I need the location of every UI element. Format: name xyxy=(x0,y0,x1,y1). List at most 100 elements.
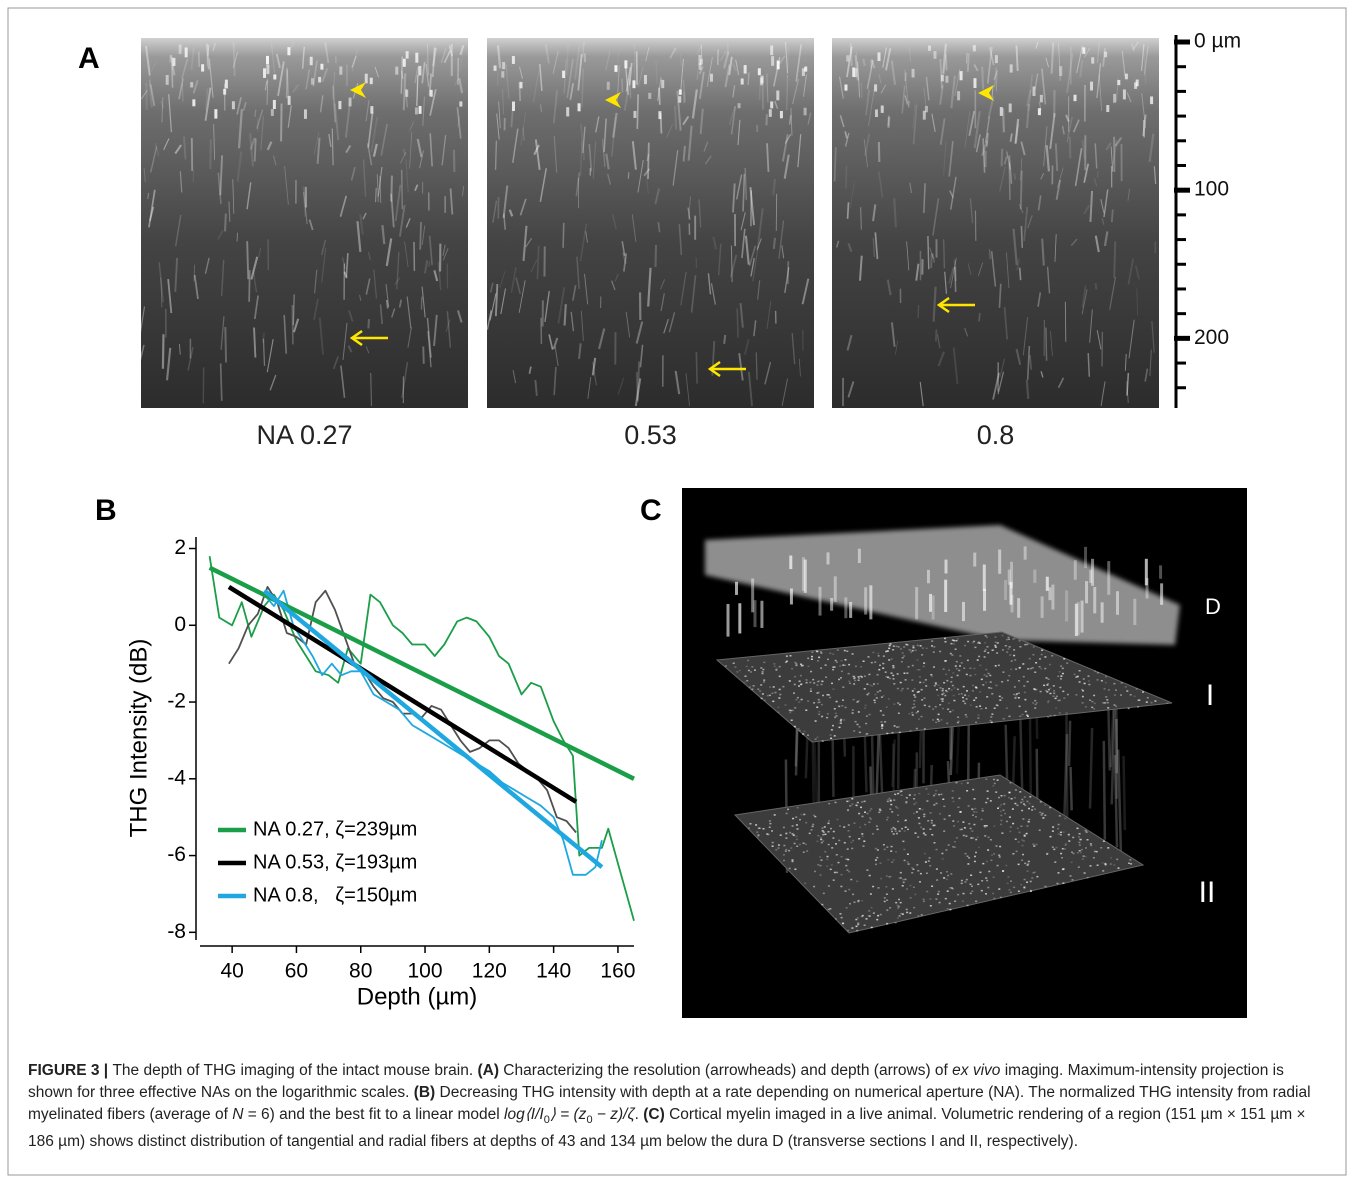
section-speck xyxy=(821,715,824,718)
section-speck xyxy=(1077,866,1080,868)
section-speck xyxy=(824,664,827,666)
section-speck xyxy=(929,905,932,907)
section-speck xyxy=(897,907,900,909)
speck xyxy=(192,99,196,107)
section-speck xyxy=(821,680,824,683)
section-speck xyxy=(995,845,998,847)
section-speck xyxy=(1053,714,1056,717)
fiber xyxy=(581,68,584,108)
section-speck xyxy=(985,801,988,804)
fiber xyxy=(937,351,945,367)
fiber xyxy=(1102,48,1106,67)
fiber xyxy=(846,46,853,78)
section-speck xyxy=(1036,875,1039,878)
fiber xyxy=(747,371,753,407)
section-speck xyxy=(957,720,960,723)
speck xyxy=(740,78,744,85)
section-speck xyxy=(1040,814,1043,816)
fiber xyxy=(250,256,259,280)
section-speck xyxy=(866,812,869,815)
section-speck xyxy=(834,659,837,662)
speck xyxy=(940,74,944,82)
section-speck xyxy=(846,848,849,850)
speck xyxy=(760,75,764,84)
fiber xyxy=(923,88,927,107)
section-speck xyxy=(986,797,989,800)
section-speck xyxy=(819,864,822,867)
caption-run: = 6) and the best fit to a linear model xyxy=(243,1106,505,1123)
fiber xyxy=(264,80,268,91)
section-speck xyxy=(822,831,825,833)
section-speck xyxy=(847,672,850,675)
section-speck xyxy=(994,646,997,648)
section-speck xyxy=(985,778,988,780)
fiber xyxy=(732,63,737,72)
section-speck xyxy=(992,785,995,787)
section-speck xyxy=(795,816,798,818)
speck xyxy=(771,56,775,66)
section-speck xyxy=(920,715,923,718)
section-speck xyxy=(883,900,886,903)
section-speck xyxy=(879,913,882,916)
section-speck xyxy=(833,871,836,874)
x-axis-label: Depth (µm) xyxy=(357,983,478,1010)
fiber xyxy=(700,44,703,61)
fiber xyxy=(854,55,860,81)
y-tick-label: -2 xyxy=(167,690,186,713)
section-speck xyxy=(999,845,1002,848)
section-speck xyxy=(827,658,829,661)
fiber xyxy=(373,269,378,299)
fiber xyxy=(368,252,371,261)
fiber xyxy=(660,293,665,312)
fiber xyxy=(781,245,785,259)
fiber xyxy=(161,97,164,123)
section-speck xyxy=(1012,853,1015,855)
section-speck xyxy=(983,674,986,676)
section-speck xyxy=(945,878,948,881)
fiber xyxy=(954,68,961,97)
section-speck xyxy=(1021,844,1024,847)
section-speck xyxy=(933,794,935,797)
fiber xyxy=(995,73,998,92)
section-speck xyxy=(974,807,977,810)
section-speck xyxy=(966,690,968,692)
fiber xyxy=(351,55,357,68)
section-speck xyxy=(947,874,950,877)
section-speck xyxy=(1034,671,1037,673)
section-speck xyxy=(830,737,833,739)
section-speck xyxy=(787,808,790,811)
fiber xyxy=(592,362,597,386)
fiber xyxy=(772,178,777,196)
section-speck xyxy=(899,681,902,684)
section-speck xyxy=(795,663,798,665)
section-speck xyxy=(948,902,951,905)
section-speck xyxy=(1093,708,1096,710)
fiber xyxy=(149,146,158,173)
section-speck xyxy=(985,681,988,684)
section-speck xyxy=(916,644,919,647)
fiber xyxy=(266,141,273,151)
section-speck xyxy=(812,823,815,826)
section-speck xyxy=(1033,688,1036,690)
section-speck xyxy=(838,722,841,724)
fiber xyxy=(991,85,994,100)
section-speck xyxy=(882,714,885,716)
section-speck xyxy=(993,825,996,827)
section-speck xyxy=(938,813,941,815)
x-tick-label: 100 xyxy=(408,960,443,983)
caption-run: FIGURE 3 | xyxy=(28,1062,113,1079)
arrowhead xyxy=(605,92,621,108)
section-speck xyxy=(945,673,948,676)
fiber xyxy=(145,82,148,110)
speck xyxy=(770,45,774,56)
section-speck xyxy=(919,881,921,883)
fiber xyxy=(1098,74,1103,111)
fiber xyxy=(880,84,887,94)
section-speck xyxy=(961,828,963,831)
section-speck xyxy=(906,644,909,646)
fiber xyxy=(376,174,379,202)
section-speck xyxy=(1014,838,1017,840)
fiber xyxy=(636,94,639,129)
section-speck xyxy=(931,885,934,887)
section-speck xyxy=(935,721,938,724)
